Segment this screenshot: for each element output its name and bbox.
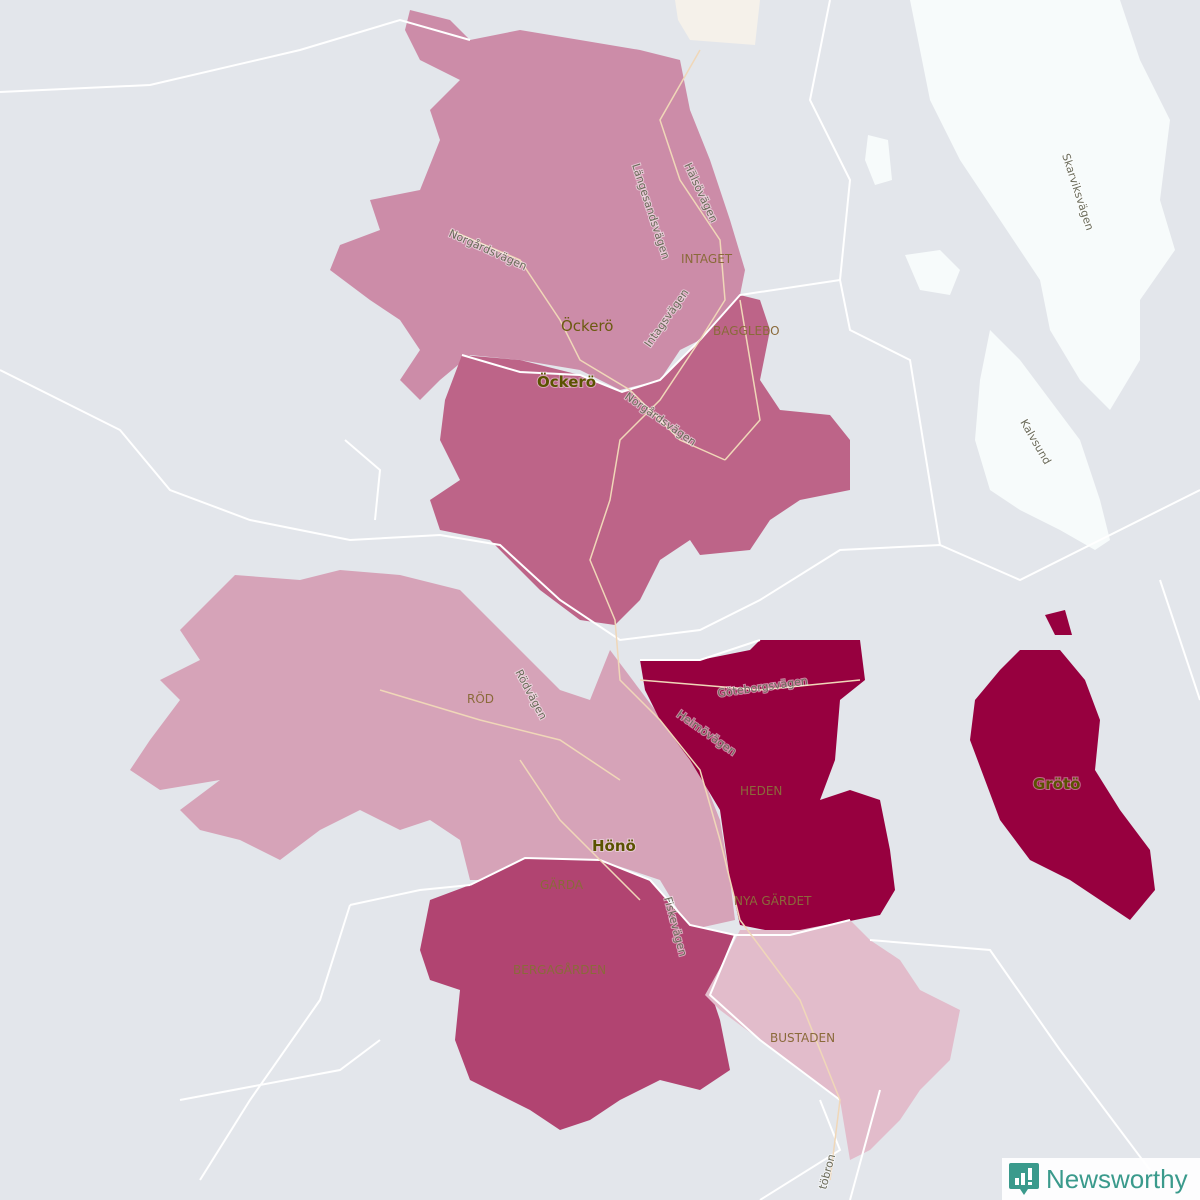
area-label-rod: RÖD [467,690,494,706]
region-rod[interactable] [130,570,735,930]
region-groto[interactable] [970,650,1155,920]
area-label-bergagarden: BERGAGÅRDEN [513,962,606,977]
road-label-bron: töbron [816,1153,838,1191]
road-network [379,49,861,1181]
place-label-hono: Hönö [592,837,636,855]
region-ockero-north[interactable] [330,10,745,400]
region-ockero-south[interactable] [430,295,850,625]
area-label-bustaden: BUSTADEN [770,1031,835,1045]
newsworthy-logo: Newsworthy [1002,1158,1200,1200]
island-kalvsund [975,330,1110,550]
island-small-east2 [865,135,892,185]
region-groto-islet[interactable] [1045,610,1072,635]
region-bustaden[interactable] [705,920,960,1160]
region-heden[interactable] [640,640,895,935]
area-label-nya-gardet: NYA GÄRDET [734,893,812,908]
area-label-garda: GÄRDA [540,877,584,892]
brand-name: Newsworthy [1046,1163,1188,1194]
island-small-east [905,250,960,295]
mainland-north [675,0,760,45]
place-label-ockero-locality: Öckerö [561,316,613,335]
area-label-heden: HEDEN [740,784,782,798]
area-label-intaget: INTAGET [681,252,733,266]
place-label-groto: Grötö [1033,775,1081,793]
bar-chart-logo-icon [1009,1163,1039,1195]
mainland-island-east [910,0,1175,410]
place-label-ockero: Öckerö [537,372,596,391]
region-garda-bergagarden[interactable] [420,858,735,1130]
area-label-bagglebo: BAGGLEBO [713,324,780,338]
